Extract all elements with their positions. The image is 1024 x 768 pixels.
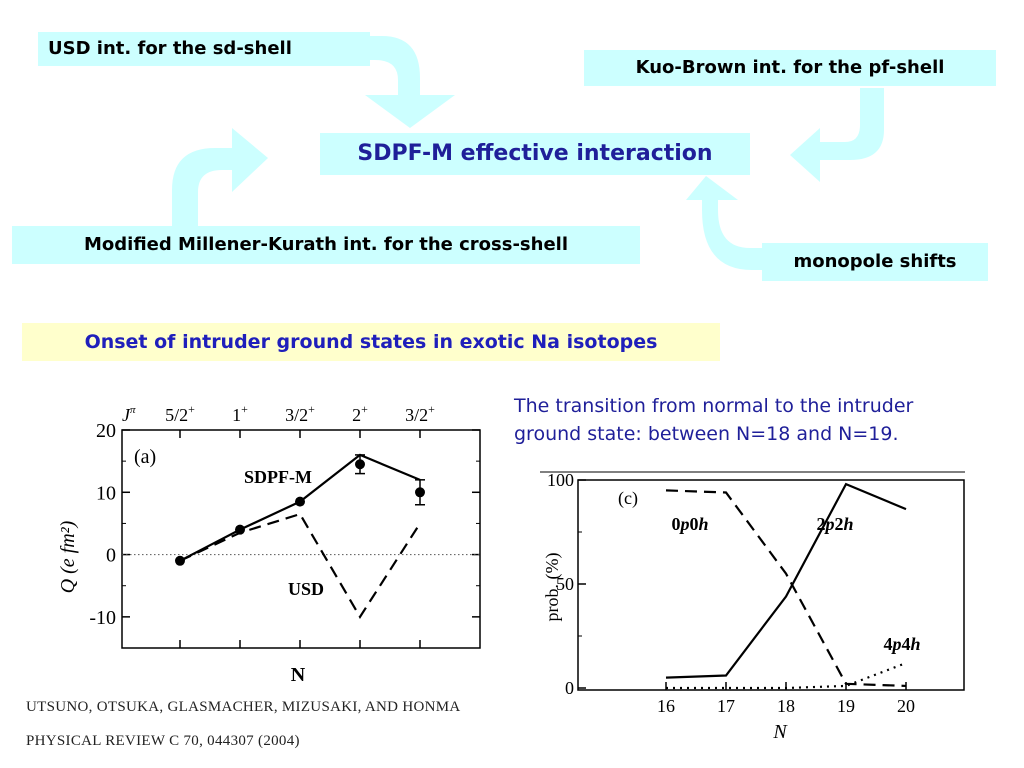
mmk-box: Modified Millener-Kurath int. for the cr…	[12, 226, 640, 264]
chart-a-ylabel: Q (e fm²)	[57, 520, 79, 593]
chart-c-series-0p0h	[665, 489, 907, 688]
chart-a-ytick-label: 20	[96, 420, 116, 442]
chart-c-ylabel: prob. (%)	[542, 553, 563, 622]
monopole-box: monopole shifts	[762, 243, 988, 281]
reference-authors: UTSUNO, OTSUKA, GLASMACHER, MIZUSAKI, AN…	[26, 699, 461, 715]
transition-line-1: The transition from normal to the intrud…	[514, 395, 914, 417]
chart-a-usd-label: USD	[288, 579, 324, 599]
chart-c-probability: 100 50 0 16 17 18 19 20 0p0h 2p2h 4p4h (c) prob.…	[540, 470, 965, 743]
chart-a-jpi-tick-label: 3/2+	[285, 402, 315, 425]
chart-a-data-point	[175, 555, 185, 566]
transition-line-2: ground state: between N=18 and N=19.	[514, 423, 899, 445]
reference-journal: PHYSICAL REVIEW C 70, 044307 (2004)	[26, 733, 300, 749]
flow-arrows	[172, 36, 884, 270]
sdpf-m-box: SDPF-M effective interaction	[320, 133, 750, 175]
chart-a-data-point	[415, 487, 425, 498]
chart-c-series-label: 0p0h	[671, 514, 708, 534]
chart-c-xtick-label: 16	[657, 696, 675, 716]
chart-c-xtick-label: 20	[897, 696, 915, 716]
arrow-mono-to-sdpf	[686, 176, 762, 270]
chart-c-series-4p4h	[666, 662, 907, 690]
chart-a-xlabel: N	[291, 664, 306, 686]
chart-c-xtick-label: 17	[717, 696, 735, 716]
chart-a-data-point	[295, 496, 305, 507]
chart-a-ytick-label: -10	[89, 607, 116, 629]
chart-a-sdpf-label: SDPF-M	[244, 467, 312, 487]
chart-a-jpi-label: Jπ	[122, 404, 136, 425]
chart-c-ytick-label: 0	[565, 678, 574, 698]
chart-a-jpi-tick-label: 1+	[232, 402, 248, 425]
chart-c-ytick-label: 50	[556, 574, 574, 594]
chart-a-jpi-tick-label: 5/2+	[165, 402, 195, 425]
chart-a-jpi-tick-label: 3/2+	[405, 402, 435, 425]
chart-a-jpi-tick-label: 2+	[352, 402, 368, 425]
arrow-mmk-to-sdpf	[172, 128, 268, 232]
chart-a-panel-label: (a)	[134, 446, 156, 468]
kuo-brown-box: Kuo-Brown int. for the pf-shell	[584, 50, 996, 86]
chart-c-frame	[577, 479, 965, 691]
chart-c-series-label: 4p4h	[883, 634, 920, 654]
onset-heading: Onset of intruder ground states in exoti…	[22, 323, 720, 361]
chart-c-xlabel: N	[772, 721, 788, 743]
usd-box: USD int. for the sd-shell	[38, 32, 370, 66]
chart-a-frame	[121, 429, 481, 649]
chart-c-series-2p2h	[665, 482, 907, 679]
arrow-kuo-to-sdpf	[790, 88, 884, 182]
chart-a-data-point	[235, 524, 245, 535]
chart-a-series-usd	[179, 512, 421, 619]
chart-c-ytick-label: 100	[547, 470, 574, 490]
chart-a-ytick-label: 10	[96, 482, 116, 504]
chart-c-series-label: 2p2h	[816, 514, 853, 534]
chart-a-ytick-label: 0	[106, 545, 116, 567]
chart-c-panel-label: (c)	[618, 488, 638, 509]
transition-text: The transition from normal to the intrud…	[514, 392, 913, 448]
chart-a-quadrupole-moment: Jπ 5/2+ 1+ 3/2+ 2+ 3/2+ 20 10 0 -10 (a) Q (e fm…	[57, 402, 481, 686]
chart-c-xtick-label: 18	[777, 696, 795, 716]
chart-a-data-point	[355, 459, 365, 470]
arrow-usd-to-sdpf	[355, 36, 455, 128]
chart-c-xtick-label: 19	[837, 696, 855, 716]
